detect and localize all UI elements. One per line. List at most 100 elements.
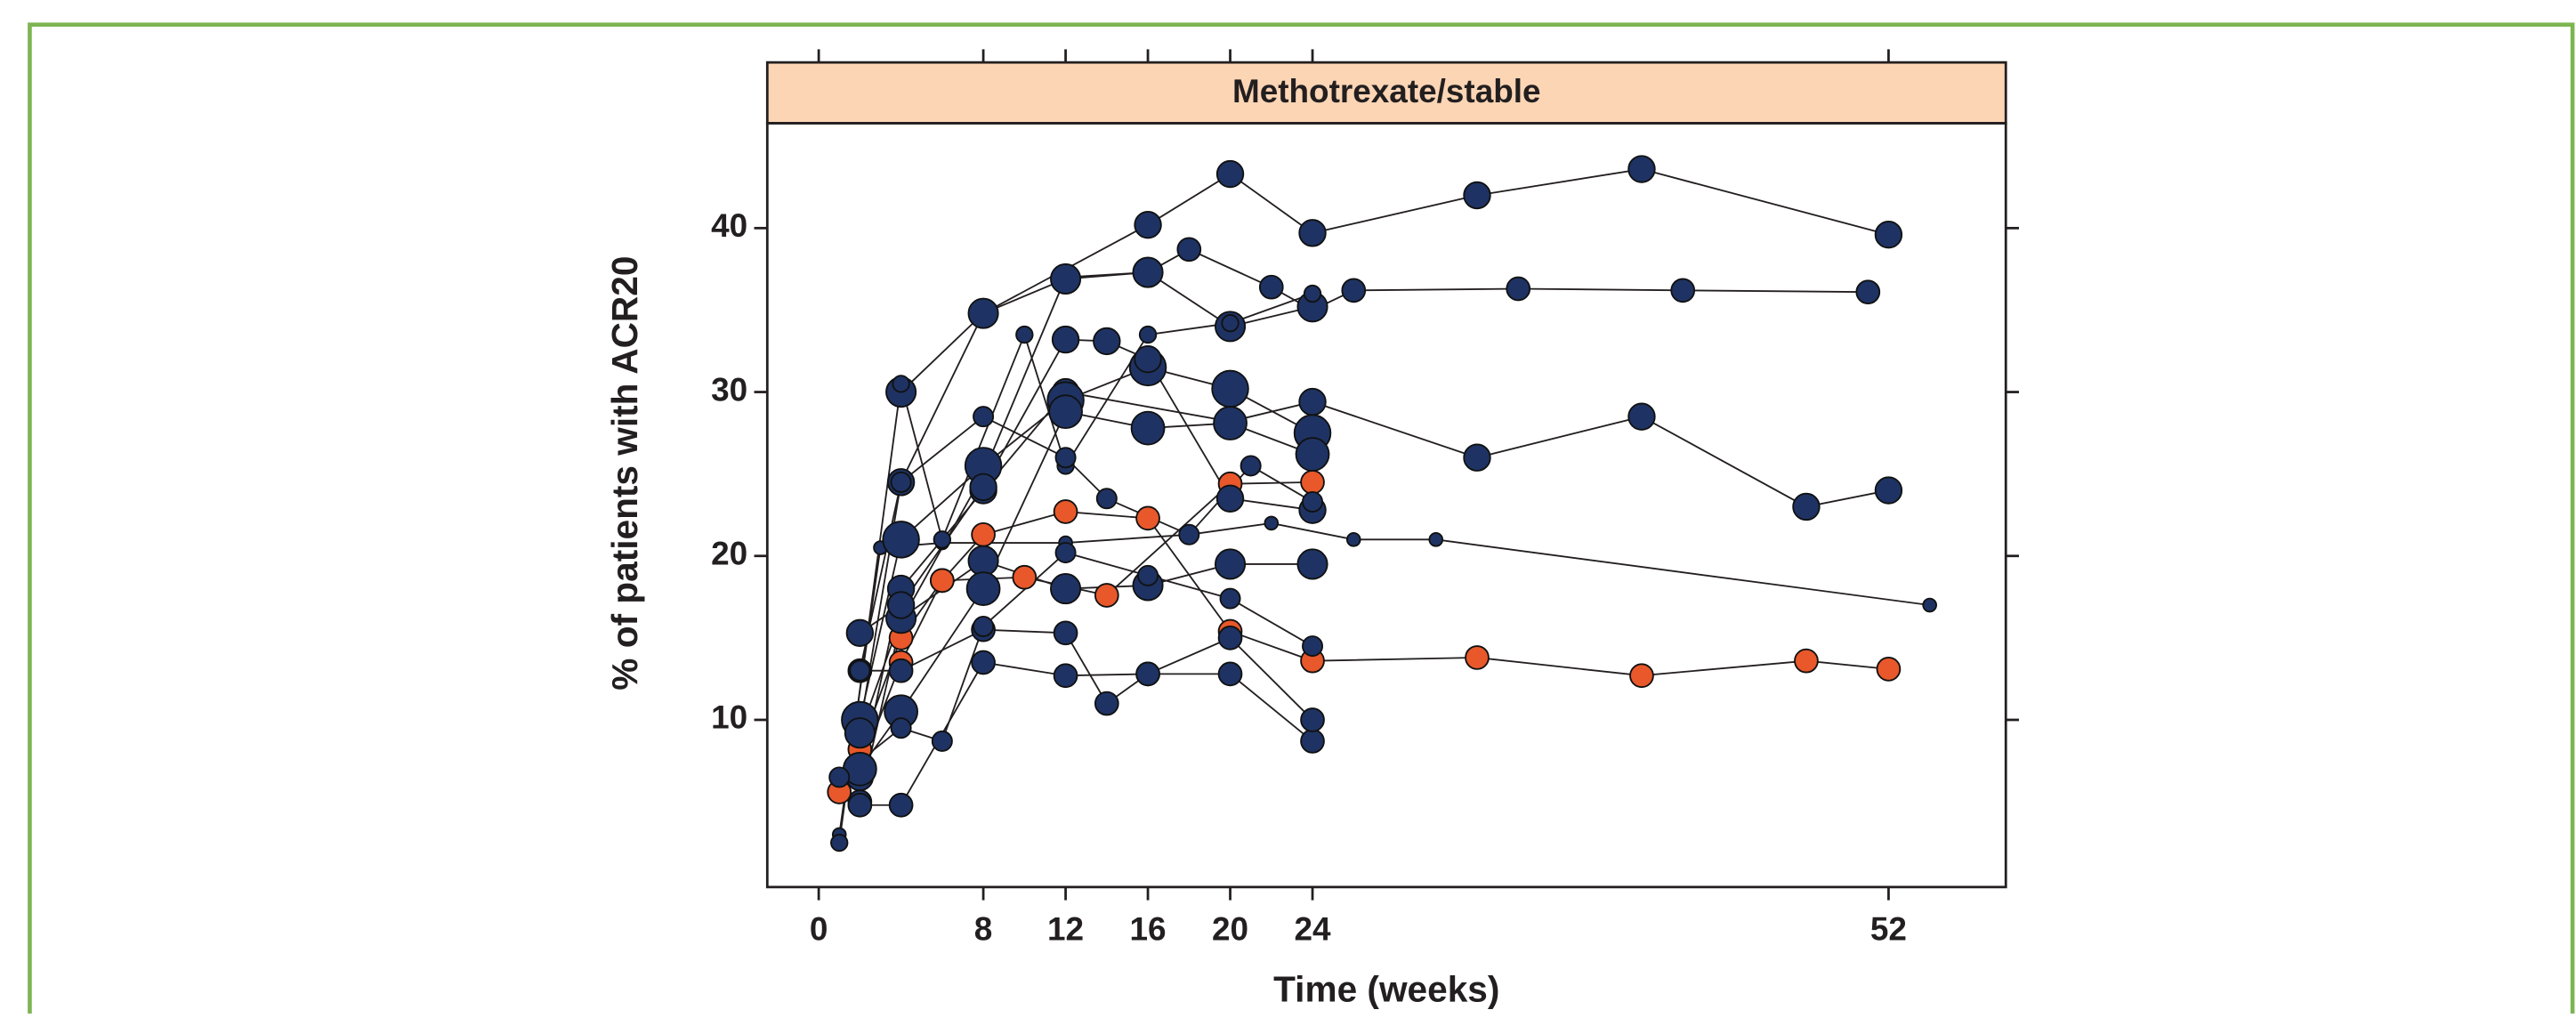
data-point <box>1130 410 1166 446</box>
x-tick-label: 0 <box>810 910 828 947</box>
data-point <box>1213 406 1248 440</box>
x-axis-title: Time (weeks) <box>1273 969 1499 1010</box>
data-point <box>1048 394 1083 430</box>
panel-title: Methotrexate/stable <box>1232 73 1541 109</box>
data-point <box>1053 620 1078 646</box>
data-point <box>931 730 953 752</box>
data-point <box>830 833 849 852</box>
data-point <box>973 406 995 428</box>
y-axis-title: % of patients with ACR20 <box>604 256 645 691</box>
data-point <box>1874 221 1903 249</box>
data-point <box>1015 325 1034 344</box>
x-tick-label: 8 <box>974 910 993 947</box>
data-point <box>1095 488 1118 510</box>
data-point <box>1627 155 1656 183</box>
data-point <box>1215 548 1247 580</box>
data-point <box>973 615 995 637</box>
data-point <box>1050 573 1082 605</box>
y-tick-label: 10 <box>711 699 747 736</box>
data-point <box>1303 284 1322 303</box>
data-point <box>1134 345 1162 374</box>
data-point <box>844 717 876 749</box>
data-point <box>845 618 875 648</box>
frame <box>28 22 2575 1018</box>
data-point <box>1053 663 1078 689</box>
data-point <box>1428 532 1444 547</box>
data-point <box>849 659 871 682</box>
x-tick-label: 20 <box>1212 910 1248 947</box>
data-point <box>1670 278 1696 303</box>
data-point <box>969 473 997 502</box>
data-point <box>1215 484 1245 513</box>
data-point <box>1258 274 1284 300</box>
data-point <box>1855 279 1881 305</box>
series-line <box>860 636 1313 806</box>
x-tick-label: 16 <box>1130 910 1167 947</box>
data-point <box>1794 648 1819 674</box>
data-point <box>882 521 920 559</box>
data-point <box>1137 564 1159 586</box>
data-point <box>1138 325 1158 344</box>
data-point <box>1465 645 1490 670</box>
series-line <box>838 521 1930 836</box>
data-point <box>1300 729 1325 754</box>
data-point <box>1264 515 1280 531</box>
plot-area <box>765 122 2007 889</box>
data-point <box>1054 542 1077 564</box>
y-tick-label: 20 <box>711 536 747 572</box>
data-point <box>1094 691 1119 716</box>
data-point <box>1176 237 1202 263</box>
data-point <box>1053 499 1078 524</box>
data-point <box>886 591 916 619</box>
data-point <box>888 658 914 683</box>
data-point <box>890 717 912 739</box>
data-point <box>971 521 996 547</box>
data-point <box>1463 443 1491 472</box>
data-point <box>1211 369 1249 408</box>
series-line <box>859 248 1869 803</box>
y-tick-label: 40 <box>711 207 747 244</box>
data-point <box>1134 210 1162 239</box>
data-point <box>1217 661 1243 687</box>
data-point <box>1050 263 1082 295</box>
data-point <box>1792 492 1821 521</box>
data-point <box>1876 657 1902 682</box>
x-tick-label: 52 <box>1870 910 1907 947</box>
series-line <box>859 560 1313 734</box>
data-point <box>892 375 910 393</box>
series-line <box>859 168 1889 729</box>
data-point <box>1345 532 1361 547</box>
data-point <box>929 568 955 594</box>
data-point <box>933 530 951 549</box>
data-point <box>1093 327 1121 356</box>
data-point <box>1221 314 1240 333</box>
data-point <box>1135 505 1160 531</box>
data-point <box>971 650 996 675</box>
data-point <box>1298 387 1327 416</box>
data-point <box>1219 587 1241 610</box>
data-point <box>1627 402 1656 431</box>
data-point <box>1298 219 1327 247</box>
data-point <box>1463 181 1491 210</box>
data-point <box>847 792 873 818</box>
data-point <box>965 571 1001 606</box>
data-point <box>1295 437 1330 472</box>
data-point <box>967 545 999 577</box>
data-point <box>1302 490 1324 513</box>
x-tick-label: 24 <box>1294 910 1331 947</box>
data-point <box>1094 583 1119 608</box>
data-point <box>828 766 851 788</box>
panel-strip <box>765 61 2007 125</box>
series-line <box>859 481 1313 750</box>
data-point <box>1874 476 1903 505</box>
data-point <box>1215 159 1245 189</box>
data-point <box>1178 523 1200 545</box>
x-tick-label: 12 <box>1047 910 1084 947</box>
data-point <box>1012 564 1038 590</box>
data-point <box>1506 276 1531 302</box>
data-point <box>890 471 912 493</box>
data-point <box>888 792 914 818</box>
data-point <box>1341 278 1367 303</box>
y-tick-label: 30 <box>711 371 747 408</box>
data-point <box>1300 707 1325 732</box>
